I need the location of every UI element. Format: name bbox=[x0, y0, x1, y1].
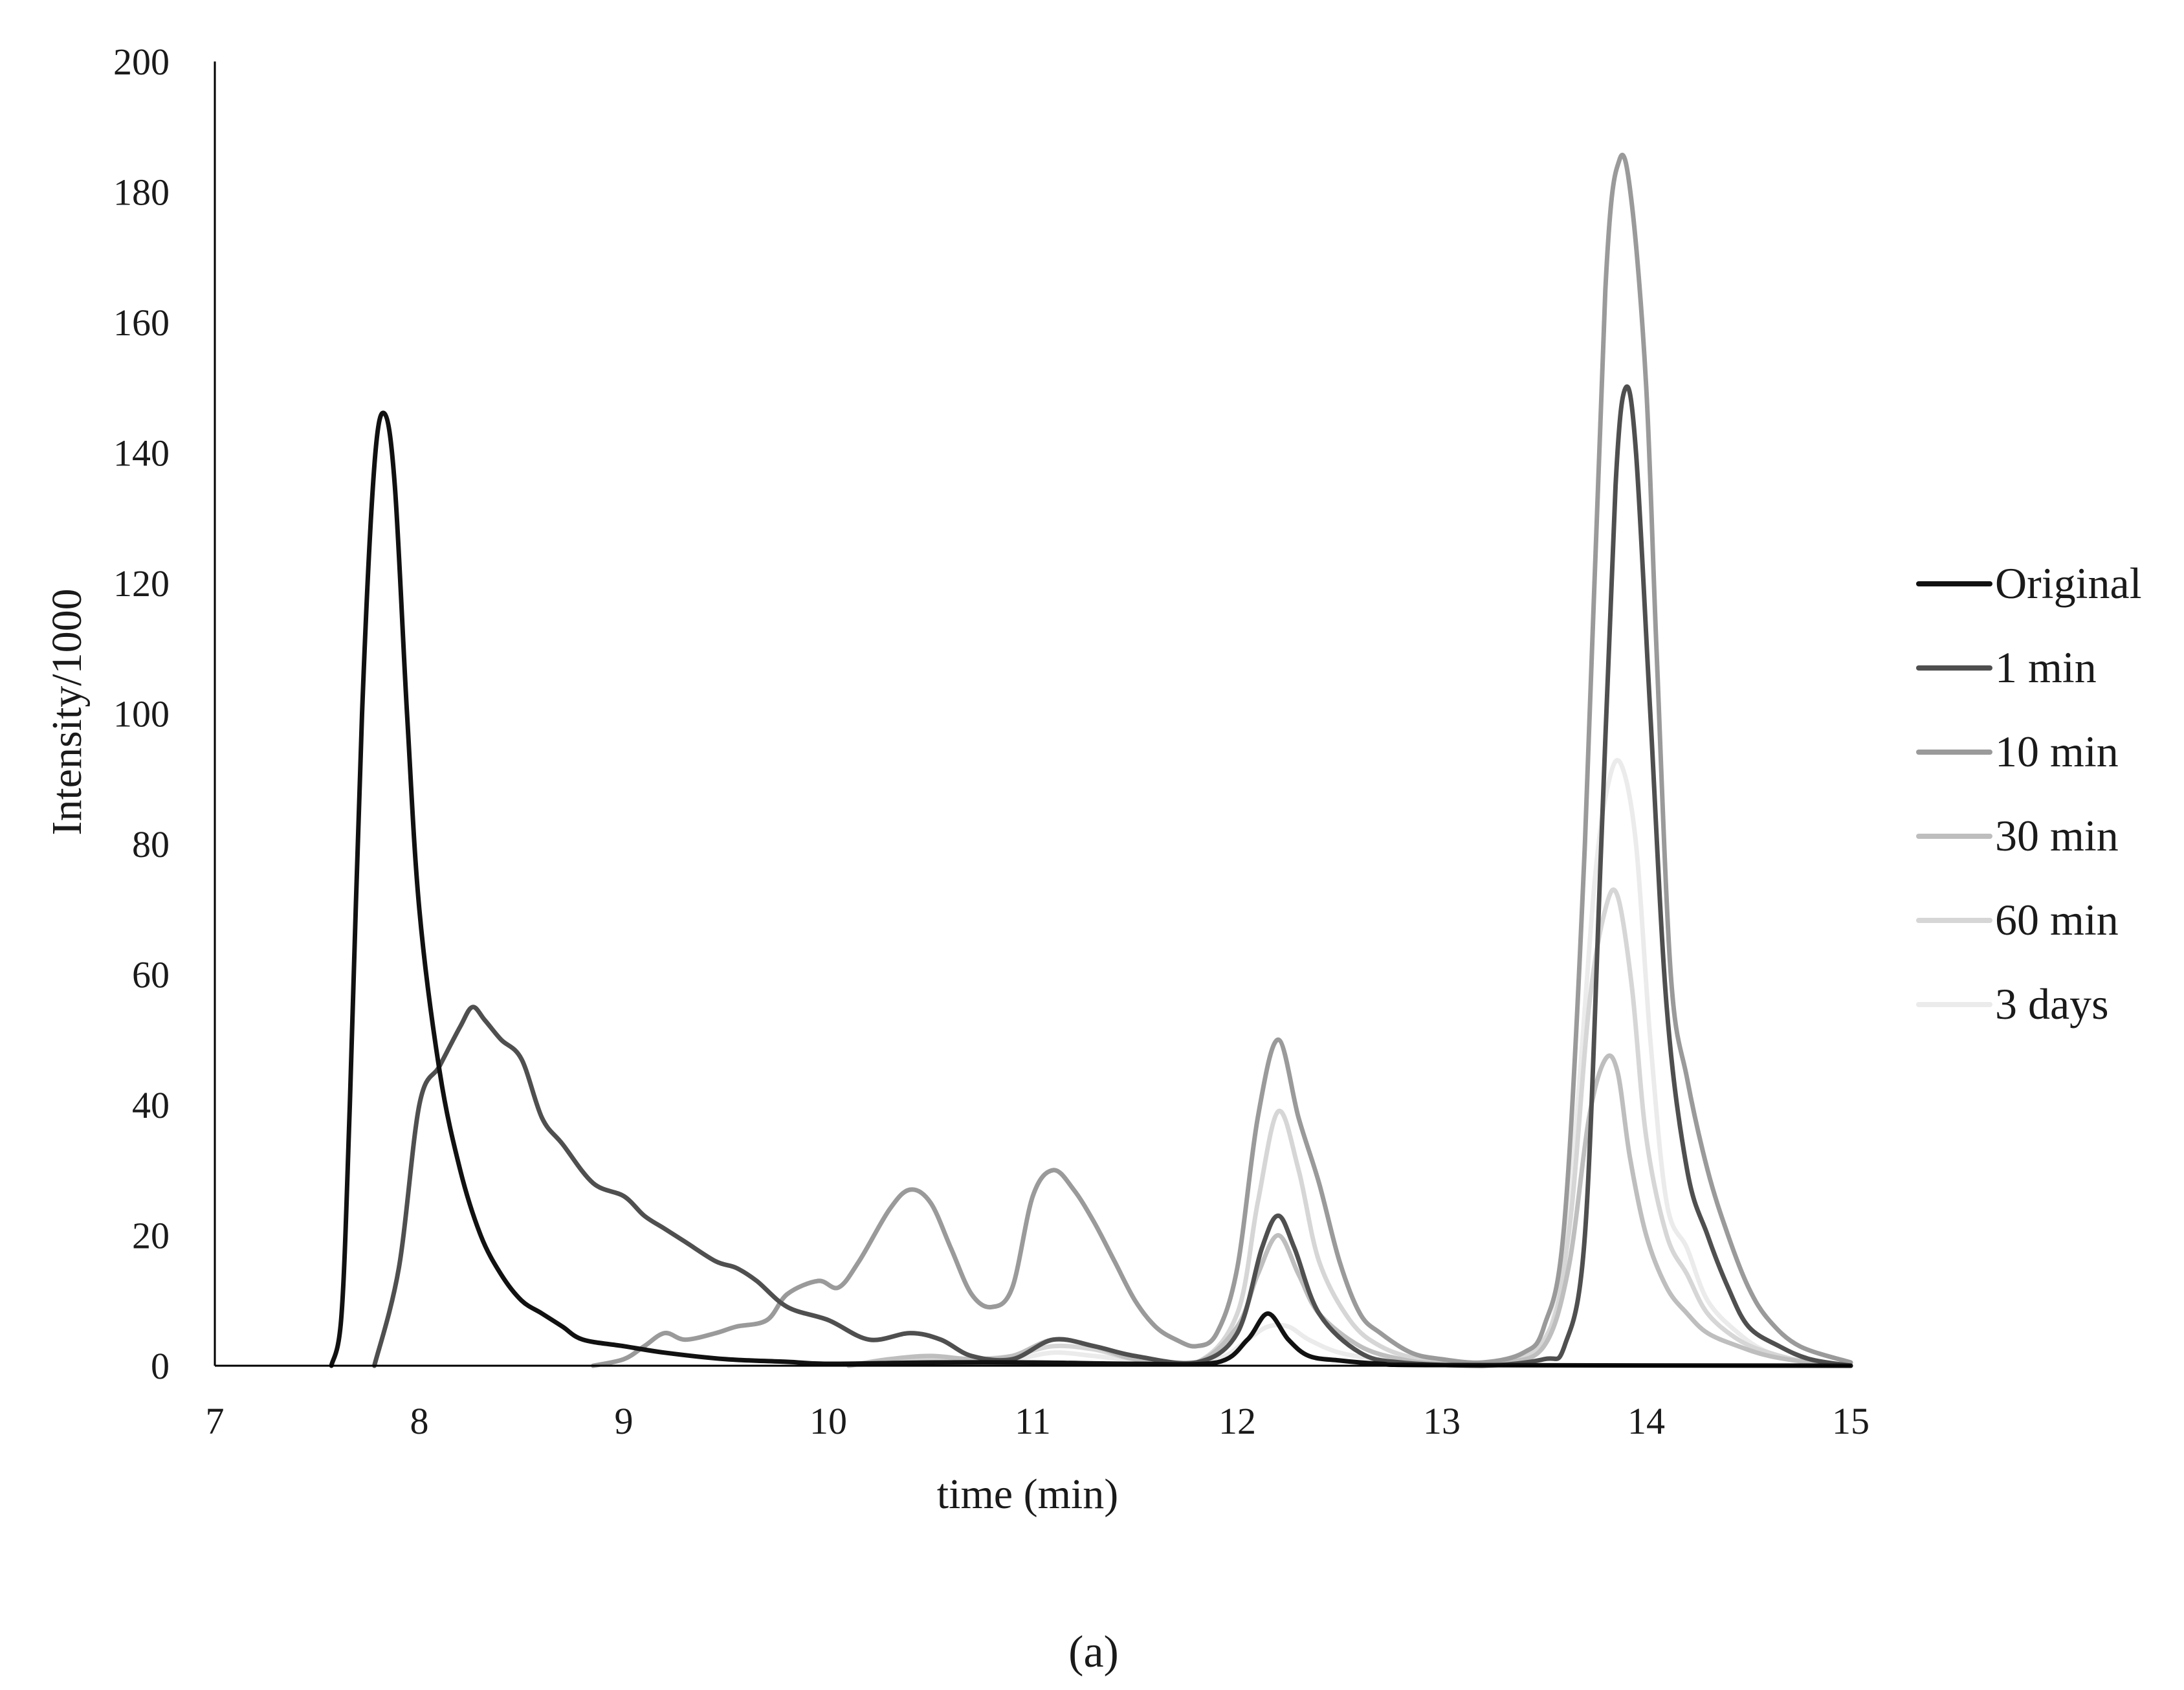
x-axis-title: time (min) bbox=[937, 1471, 1118, 1518]
y-tick-label: 140 bbox=[113, 432, 170, 474]
y-tick-label: 200 bbox=[113, 41, 170, 83]
legend-label: Original bbox=[1995, 559, 2142, 608]
y-tick-label: 20 bbox=[132, 1215, 170, 1257]
series-line-60-min bbox=[846, 887, 1853, 1368]
legend-label: 60 min bbox=[1995, 895, 2119, 944]
x-tick-label: 15 bbox=[1832, 1400, 1870, 1442]
x-tick-label: 14 bbox=[1627, 1400, 1665, 1442]
legend-label: 1 min bbox=[1995, 643, 2097, 692]
x-tick-label: 13 bbox=[1423, 1400, 1461, 1442]
x-tick-label: 10 bbox=[810, 1400, 847, 1442]
y-tick-label: 0 bbox=[151, 1345, 170, 1387]
y-tick-label: 40 bbox=[132, 1084, 170, 1126]
y-tick-label: 120 bbox=[113, 562, 170, 605]
series-line-3-days bbox=[846, 758, 1853, 1368]
series-line-1-min bbox=[372, 384, 1853, 1368]
series-line-10-min bbox=[591, 153, 1853, 1368]
legend: Original 1 min 10 min 30 min 60 min 3 days bbox=[1916, 559, 2142, 1028]
y-tick-label: 60 bbox=[132, 954, 170, 996]
x-tick-label: 8 bbox=[410, 1400, 429, 1442]
series-line-original bbox=[329, 410, 1853, 1368]
legend-label: 3 days bbox=[1995, 979, 2109, 1028]
series-layer bbox=[329, 153, 1853, 1368]
y-tick-label: 80 bbox=[132, 823, 170, 865]
x-tick-label: 11 bbox=[1015, 1400, 1051, 1442]
panel-label: (a) bbox=[1068, 1627, 1119, 1677]
x-tick-label: 12 bbox=[1219, 1400, 1256, 1442]
y-axis-title: Intensity/1000 bbox=[43, 588, 91, 835]
legend-label: 10 min bbox=[1995, 727, 2119, 776]
x-tick-label: 9 bbox=[615, 1400, 634, 1442]
x-tick-label: 7 bbox=[206, 1400, 225, 1442]
y-axis-ticks: 0 20 40 60 80 100 120 140 160 180 200 bbox=[113, 41, 170, 1387]
x-axis-ticks: 7 8 9 10 11 12 13 14 15 bbox=[206, 1400, 1870, 1442]
y-tick-label: 180 bbox=[113, 172, 170, 214]
legend-label: 30 min bbox=[1995, 811, 2119, 860]
y-tick-label: 160 bbox=[113, 302, 170, 344]
y-tick-label: 100 bbox=[113, 693, 170, 735]
